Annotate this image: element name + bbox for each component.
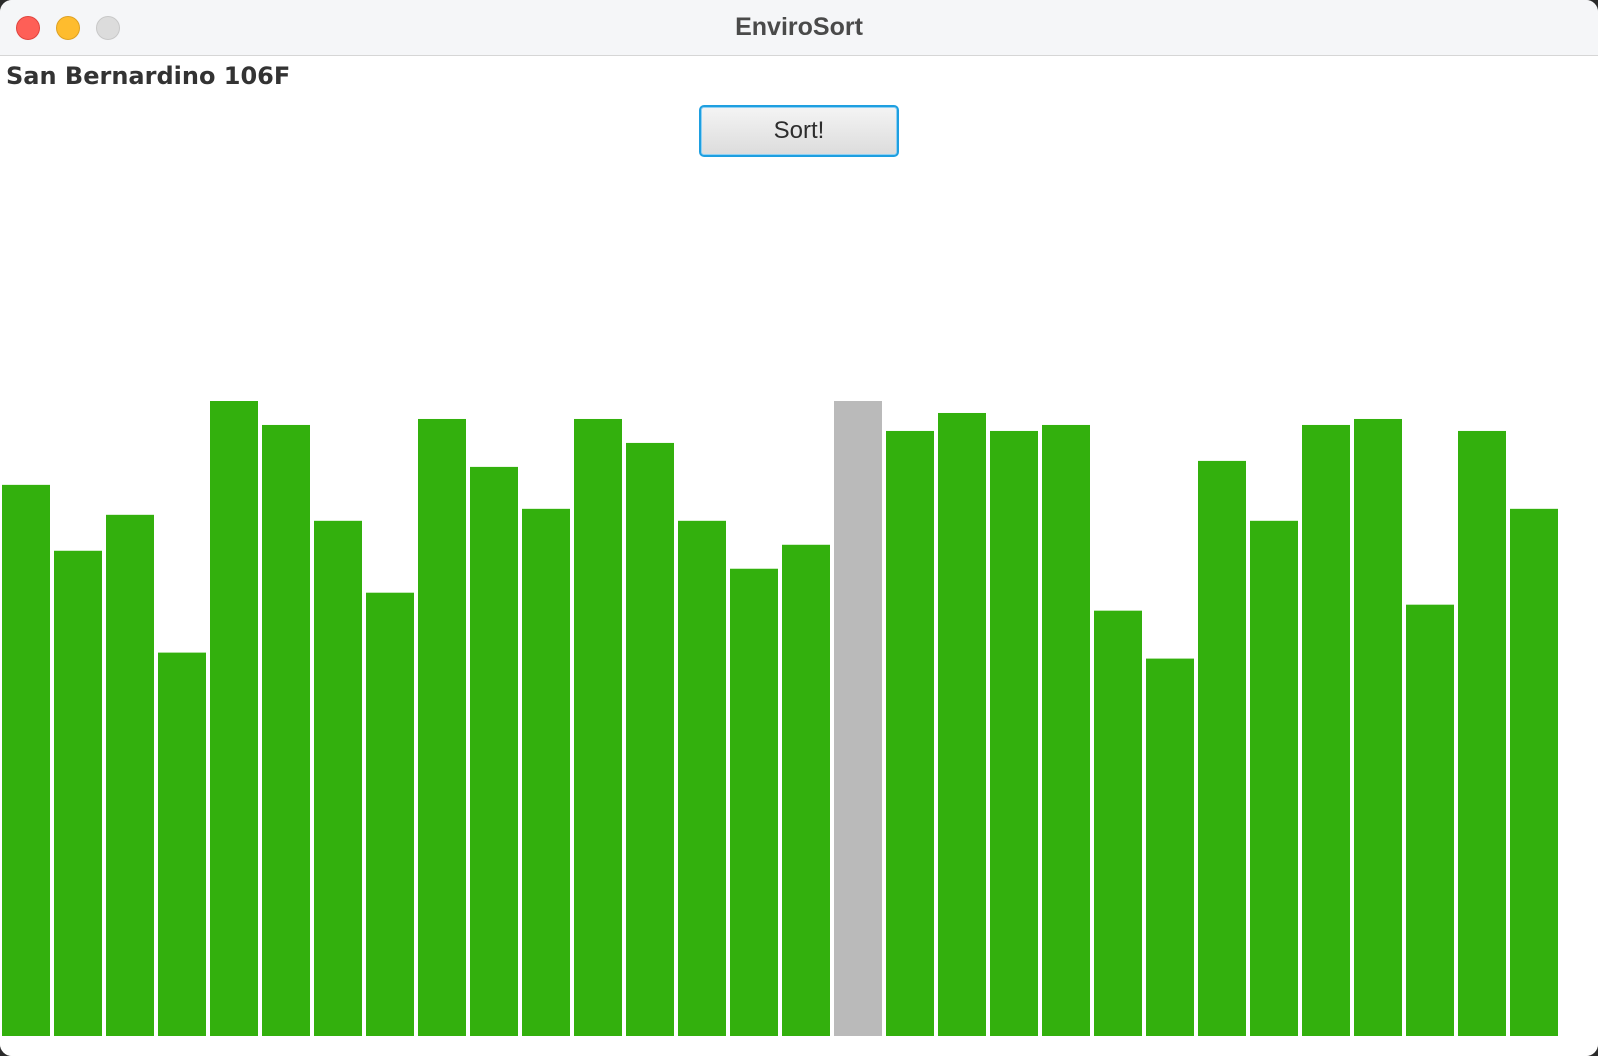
temperature-bar: [1510, 508, 1558, 1036]
temperature-bar: [1042, 424, 1090, 1036]
minimize-window-button[interactable]: [56, 16, 80, 40]
window-title: EnviroSort: [735, 13, 863, 41]
sort-button[interactable]: Sort!: [699, 105, 899, 157]
temperature-bar: [626, 442, 674, 1036]
main-content: San Bernardino 106F Sort!: [0, 56, 1598, 1056]
temperature-bar: [1146, 658, 1194, 1036]
temperature-bar: [938, 412, 986, 1036]
temperature-bar: [314, 520, 362, 1036]
temperature-bar: [262, 424, 310, 1036]
temperature-bar: [106, 514, 154, 1036]
temperature-bar: [470, 466, 518, 1036]
temperature-bar: [1354, 418, 1402, 1037]
temperature-bar-chart: [2, 401, 1558, 1037]
temperature-bar: [782, 544, 830, 1036]
temperature-bar: [210, 401, 258, 1036]
temperature-bar: [1458, 430, 1506, 1036]
title-bar[interactable]: EnviroSort: [0, 0, 1598, 56]
temperature-bar: [1198, 460, 1246, 1037]
temperature-bar-highlighted: [834, 401, 882, 1036]
temperature-bar: [1406, 604, 1454, 1036]
temperature-bar: [1094, 610, 1142, 1036]
temperature-bar: [1250, 520, 1298, 1036]
temperature-bar: [730, 568, 778, 1036]
temperature-bar: [158, 652, 206, 1036]
temperature-bar: [678, 520, 726, 1036]
temperature-bar: [574, 418, 622, 1037]
maximize-window-button[interactable]: [96, 16, 120, 40]
temperature-bar: [522, 508, 570, 1036]
temperature-bar: [886, 430, 934, 1036]
temperature-bar: [366, 592, 414, 1036]
temperature-bar: [990, 430, 1038, 1036]
temperature-bar: [2, 484, 50, 1036]
city-temperature-label: San Bernardino 106F: [6, 62, 291, 90]
temperature-bar: [1302, 424, 1350, 1036]
close-window-button[interactable]: [16, 16, 40, 40]
temperature-bar: [54, 550, 102, 1036]
temperature-bar: [418, 418, 466, 1037]
